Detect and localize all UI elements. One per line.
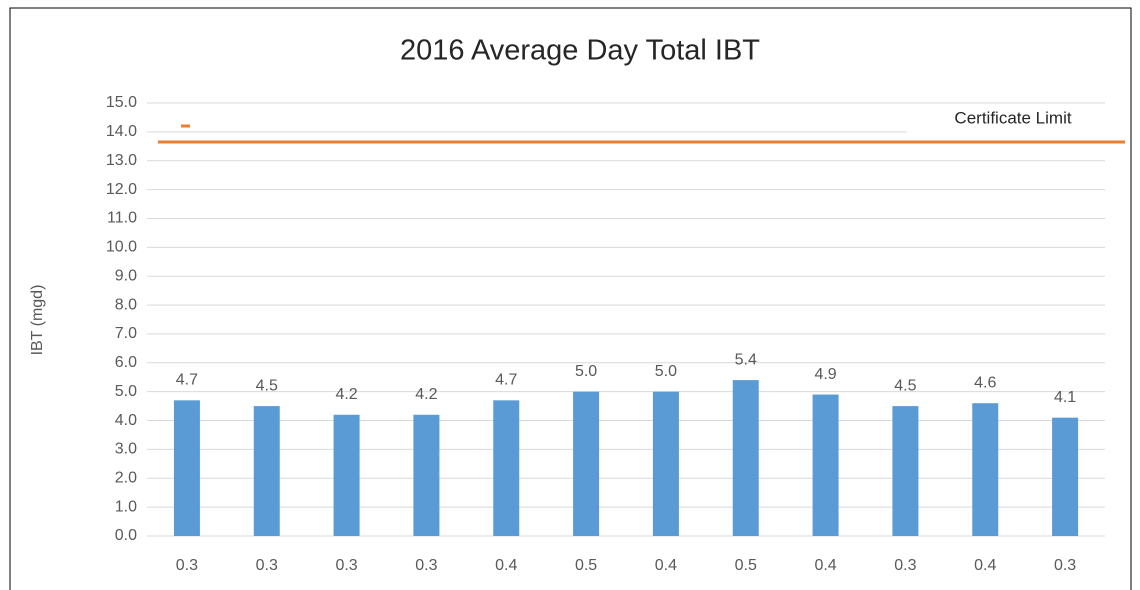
y-tick-label: 11.0 bbox=[107, 210, 137, 227]
bar bbox=[812, 394, 839, 536]
y-axis-label: IBT (mgd) bbox=[29, 285, 46, 356]
bar bbox=[413, 414, 440, 536]
y-tick-label: 0.0 bbox=[115, 527, 137, 544]
bar bbox=[892, 406, 919, 536]
y-tick-label: 9.0 bbox=[115, 267, 137, 284]
y-tick-label: 10.0 bbox=[106, 239, 137, 256]
chart-title: 2016 Average Day Total IBT bbox=[400, 35, 760, 67]
x-tick-label: 0.4 bbox=[814, 557, 836, 574]
bar bbox=[333, 414, 360, 536]
y-tick-label: 2.0 bbox=[115, 469, 137, 486]
x-tick-label: 0.3 bbox=[335, 557, 357, 574]
x-tick-label: 0.4 bbox=[495, 557, 517, 574]
value-label: 4.2 bbox=[415, 386, 437, 403]
bar bbox=[573, 391, 600, 536]
y-tick-label: 15.0 bbox=[106, 94, 137, 111]
bar bbox=[493, 400, 520, 536]
y-tick-label: 14.0 bbox=[106, 123, 137, 140]
value-label: 4.1 bbox=[1054, 389, 1076, 406]
y-tick-label: 8.0 bbox=[115, 296, 137, 313]
value-label: 4.7 bbox=[495, 372, 517, 389]
x-tick-label: 0.4 bbox=[655, 557, 677, 574]
x-tick-label: 0.3 bbox=[894, 557, 916, 574]
x-tick-label: 0.4 bbox=[974, 557, 996, 574]
limit-label: Certificate Limit bbox=[954, 108, 1071, 127]
x-tick-label: 0.5 bbox=[575, 557, 597, 574]
value-label: 5.4 bbox=[735, 351, 757, 368]
y-tick-label: 7.0 bbox=[115, 325, 137, 342]
value-label: 4.2 bbox=[335, 386, 357, 403]
value-label: 4.7 bbox=[176, 372, 198, 389]
x-tick-label: 0.3 bbox=[256, 557, 278, 574]
value-label: 5.0 bbox=[575, 363, 597, 380]
value-label: 5.0 bbox=[655, 363, 677, 380]
y-tick-label: 13.0 bbox=[106, 152, 137, 169]
y-tick-label: 6.0 bbox=[115, 354, 137, 371]
bar bbox=[652, 391, 679, 536]
x-tick-label: 0.3 bbox=[176, 557, 198, 574]
chart-frame bbox=[9, 7, 1132, 590]
y-tick-label: 4.0 bbox=[115, 412, 137, 429]
x-tick-label: 0.3 bbox=[415, 557, 437, 574]
y-tick-label: 12.0 bbox=[106, 181, 137, 198]
y-tick-label: 1.0 bbox=[115, 498, 137, 515]
value-label: 4.5 bbox=[894, 377, 916, 394]
y-tick-label: 5.0 bbox=[115, 383, 137, 400]
bar bbox=[1052, 417, 1079, 536]
y-tick-label: 3.0 bbox=[115, 441, 137, 458]
x-tick-label: 0.3 bbox=[1054, 557, 1076, 574]
value-label: 4.5 bbox=[256, 377, 278, 394]
limit-label-box bbox=[907, 104, 1119, 140]
bar bbox=[732, 380, 759, 536]
bar bbox=[253, 406, 280, 536]
value-label: 4.9 bbox=[814, 366, 836, 383]
bar bbox=[972, 403, 999, 536]
bar bbox=[173, 400, 200, 536]
x-tick-label: 0.5 bbox=[735, 557, 757, 574]
value-label: 4.6 bbox=[974, 374, 996, 391]
